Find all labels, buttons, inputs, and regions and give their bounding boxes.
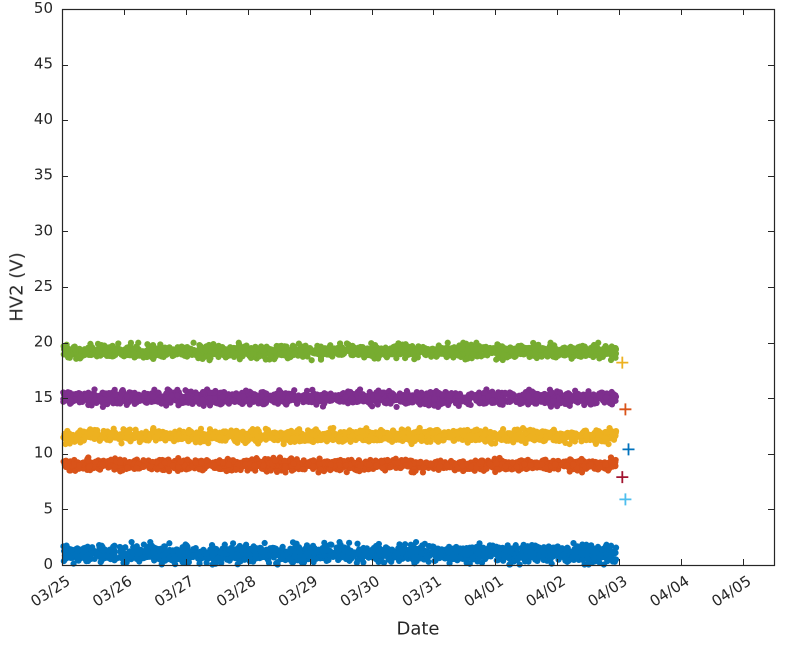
- y-axis-label: HV2 (V): [6, 252, 28, 322]
- x-axis-label: Date: [396, 618, 440, 640]
